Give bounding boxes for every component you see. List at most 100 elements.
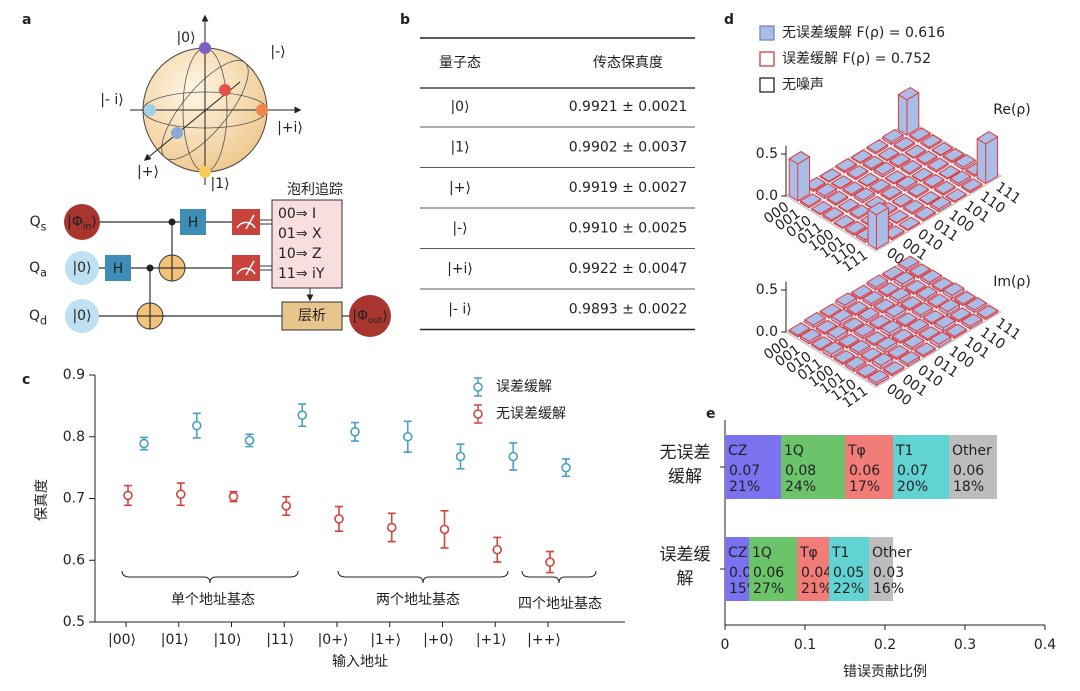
bar3d [911, 302, 934, 318]
bar3d [889, 287, 911, 305]
segment-value: 0.07 [729, 463, 760, 479]
brace [337, 570, 509, 584]
bar3d [853, 187, 876, 204]
bar3d [889, 153, 911, 169]
bar3d [822, 207, 844, 223]
segment-percent: 18% [953, 479, 984, 495]
bar3d [811, 201, 833, 216]
table-cell: 0.9910 ± 0.0025 [569, 221, 688, 237]
qubit-label-sub: s [41, 220, 47, 233]
state-dot [171, 127, 183, 139]
table-cell: |- i⟩ [448, 302, 472, 318]
bar3d [911, 167, 934, 182]
bar3d [862, 155, 884, 171]
output-label: |Φout⟩ [352, 308, 387, 326]
bar3d [907, 183, 929, 199]
qubit-label-main: Q [29, 308, 40, 324]
bar3d [845, 356, 867, 372]
pauli-rule: 01⇒ X [278, 226, 322, 242]
table-header: 量子态 [439, 55, 481, 71]
state-label: |- i⟩ [100, 92, 124, 108]
x-axis-label: 输入地址 [332, 654, 388, 670]
legend-marker [473, 382, 483, 392]
point [439, 524, 450, 535]
state-label: |+⟩ [137, 164, 159, 180]
bar3d [945, 188, 967, 203]
bar3d [942, 148, 965, 164]
bar3d [826, 325, 849, 342]
bar3d [867, 201, 889, 250]
point [492, 544, 503, 555]
qubit-label: Qa [29, 260, 47, 279]
bar3d [934, 315, 956, 332]
meridian [161, 60, 249, 160]
cnot-control [146, 264, 154, 272]
bar3d [920, 269, 942, 286]
pauli-box [271, 199, 343, 289]
state-dot [219, 84, 231, 96]
bar3d [831, 175, 853, 190]
category-text: 无误差缓解 [659, 443, 711, 487]
input-label-end: ⟩ [91, 214, 96, 230]
bar3d [918, 191, 940, 206]
bar3d [893, 136, 915, 152]
z-tick-label: 0.5 [756, 282, 778, 298]
y-tick-label: 0.7 [63, 491, 85, 507]
bar3d [869, 178, 891, 194]
segment-percent: 24% [785, 479, 816, 495]
bar3d [916, 285, 938, 302]
annotation: 两个地址基态 [376, 591, 460, 608]
bar3d [942, 282, 965, 300]
table-cell: |-⟩ [452, 221, 467, 237]
segment-name: Other [952, 443, 992, 459]
x-tick-label: |01⟩ [161, 632, 189, 648]
segment-percent: 27% [753, 581, 784, 597]
point [334, 514, 344, 524]
bar3d [961, 178, 983, 194]
bar-segment [749, 537, 797, 601]
bar3d [819, 303, 842, 319]
ket0-state [65, 299, 99, 333]
bar3d [923, 173, 945, 189]
table-cell: 0.9921 ± 0.0021 [569, 99, 688, 115]
output-label-end: ⟩ [382, 308, 387, 324]
point [228, 491, 239, 502]
bar3d [873, 161, 895, 178]
bar3d [909, 263, 931, 279]
panel-label: a [22, 12, 31, 28]
x-tick-label: |10⟩ [214, 632, 242, 648]
point [297, 410, 308, 420]
point [545, 557, 555, 567]
bar-segment [797, 537, 829, 601]
panel-label: b [400, 12, 410, 28]
bar3d [833, 214, 856, 229]
cnot-plus [137, 303, 163, 329]
bar3d [815, 183, 837, 199]
segment-name: Tφ [799, 545, 818, 561]
table-cell: |+i⟩ [447, 261, 473, 277]
bar3d [904, 144, 927, 159]
bar3d [880, 185, 902, 201]
tomo-label: 层析 [298, 308, 326, 324]
bar3d [846, 301, 869, 317]
segment-percent: 17% [849, 479, 880, 495]
output-state [349, 295, 391, 337]
bar3d [903, 199, 925, 215]
qubit-label: Qs [30, 214, 47, 233]
segment-name: Other [872, 545, 912, 561]
table-cell: |1⟩ [450, 140, 469, 156]
bar3d [914, 206, 936, 222]
x-tick-label: |00⟩ [108, 632, 136, 648]
bar3d [909, 127, 931, 143]
y-tick-label: 0.6 [63, 552, 85, 568]
x-tick-label: 0.2 [874, 637, 896, 653]
table-cell: 0.9902 ± 0.0037 [569, 140, 688, 156]
plot-title: Re(ρ) [993, 102, 1031, 118]
category-label: 无误差缓解 [659, 443, 711, 487]
segment-value: 0.08 [785, 463, 816, 479]
cnot-control [168, 218, 176, 226]
meter [236, 260, 256, 276]
bar3d [903, 334, 925, 351]
brace [521, 570, 597, 584]
